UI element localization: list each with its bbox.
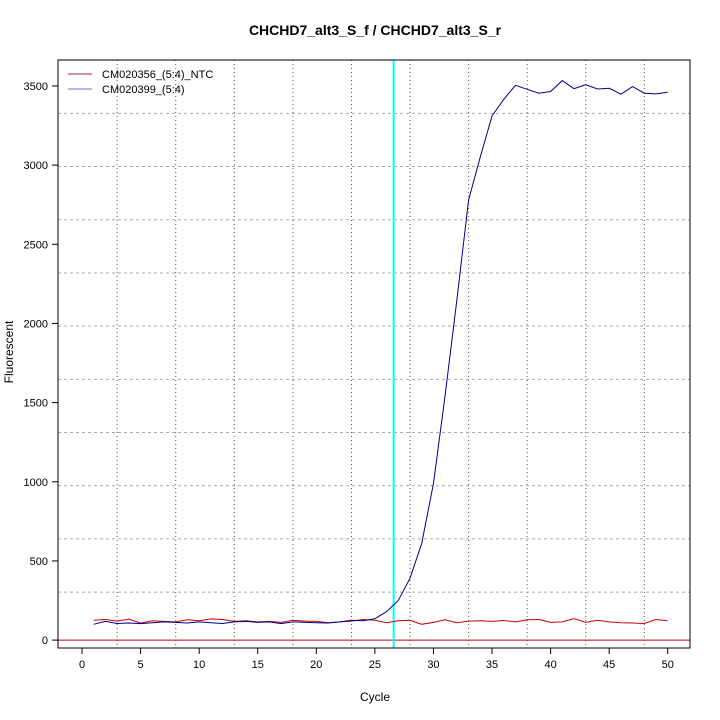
x-tick-label: 5 — [138, 659, 144, 671]
reference-lines — [58, 60, 690, 648]
legend-label-ntc: CM020356_(5:4)_NTC — [102, 69, 213, 81]
x-tick-label: 0 — [79, 659, 85, 671]
y-tick-label: 1500 — [24, 398, 48, 410]
x-tick-label: 20 — [310, 659, 322, 671]
legend-label-sample: CM020399_(5:4) — [102, 84, 185, 96]
x-tick-label: 10 — [193, 659, 205, 671]
y-axis: 0 500 1000 1500 2000 2500 3000 3500 — [24, 81, 58, 647]
chart-title: CHCHD7_alt3_S_f / CHCHD7_alt3_S_r — [249, 22, 502, 38]
x-tick-label: 15 — [252, 659, 264, 671]
y-axis-label: Fluorescent — [2, 320, 16, 383]
plot-frame — [57, 59, 691, 649]
y-tick-label: 3000 — [24, 160, 48, 172]
x-tick-label: 35 — [486, 659, 498, 671]
y-tick-label: 2000 — [24, 318, 48, 330]
series-line-ntc — [93, 618, 668, 625]
series-line-sample — [93, 80, 668, 625]
x-tick-label: 25 — [369, 659, 381, 671]
y-tick-label: 1000 — [24, 477, 48, 489]
x-tick-label: 30 — [427, 659, 439, 671]
y-tick-label: 3500 — [24, 81, 48, 93]
y-tick-label: 500 — [30, 556, 48, 568]
x-axis: 0 5 10 15 20 25 30 35 40 45 50 — [79, 648, 674, 671]
legend: CM020356_(5:4)_NTC CM020399_(5:4) — [68, 69, 213, 96]
y-tick-label: 2500 — [24, 239, 48, 251]
x-tick-label: 45 — [603, 659, 615, 671]
x-tick-label: 50 — [662, 659, 674, 671]
grid — [58, 59, 690, 648]
series-group — [93, 80, 668, 625]
x-tick-label: 40 — [544, 659, 556, 671]
y-tick-label: 0 — [42, 635, 48, 647]
x-axis-label: Cycle — [360, 690, 390, 704]
